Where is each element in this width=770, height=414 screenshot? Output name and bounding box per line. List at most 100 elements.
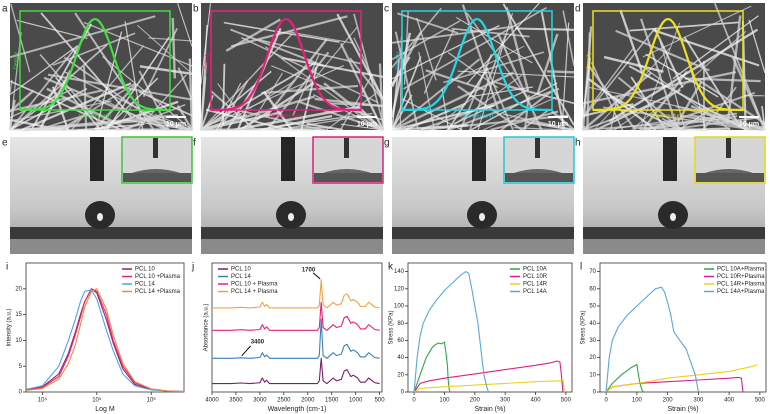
droplet-highlight (479, 213, 485, 221)
fiber (323, 82, 384, 131)
scale-bar-label: 10 μm (357, 121, 377, 128)
fiber (418, 51, 436, 131)
x-axis-label: Log M (95, 406, 115, 413)
inset-droplet (323, 169, 371, 173)
fiber (639, 22, 681, 131)
fiber (106, 36, 170, 131)
fiber (587, 77, 657, 131)
fiber (446, 74, 523, 131)
legend-label: PCL 10 +Plasma (135, 274, 181, 280)
fiber (120, 123, 141, 132)
axis-label: Density (13, 52, 19, 69)
fiber (686, 127, 731, 132)
annotation: 1700 (302, 267, 316, 273)
y-tick-label: 70 (589, 269, 596, 275)
legend-label: PCL 14A (523, 289, 547, 295)
fiber (619, 9, 644, 74)
panel-label: a (2, 4, 8, 15)
plot-frame (211, 262, 383, 393)
density-curve (402, 17, 552, 112)
inset-substrate (696, 173, 764, 182)
fiber (259, 114, 333, 132)
fiber (390, 31, 423, 87)
fiber (40, 12, 132, 118)
legend-label: PCL 14 (231, 274, 251, 280)
fiber (653, 27, 684, 88)
fiber (726, 15, 742, 124)
fiber (292, 54, 320, 116)
fiber (515, 27, 575, 31)
series-line (25, 288, 185, 393)
fiber (98, 31, 123, 119)
fiber (247, 72, 284, 131)
fiber (137, 24, 193, 75)
fiber (603, 55, 664, 73)
fiber (103, 77, 159, 131)
fiber (394, 31, 420, 131)
annotation-arrow (312, 272, 321, 280)
fiber (83, 66, 88, 131)
plot-frame (407, 262, 573, 393)
legend-label: PCL 14A+Plasma (717, 289, 765, 295)
fiber (761, 105, 766, 131)
x-tick-label: 1500 (325, 398, 339, 404)
needle (663, 137, 677, 181)
fiber (52, 32, 136, 66)
plot-frame (25, 262, 185, 393)
fiber (431, 97, 474, 131)
fiber (468, 35, 507, 131)
inset-needle (344, 138, 349, 158)
inset-needle (535, 138, 540, 158)
fiber (329, 102, 384, 107)
y-tick-label: 20 (15, 286, 22, 292)
x-axis-label: Wavelength (cm-1) (268, 406, 327, 413)
substrate-shadow (201, 239, 383, 254)
y-tick-label: 140 (394, 269, 405, 275)
inset-droplet (705, 169, 753, 173)
fiber (582, 57, 591, 116)
fiber (349, 57, 384, 101)
fiber (680, 114, 763, 132)
substrate-shadow (392, 239, 574, 254)
fiber (423, 28, 455, 94)
fiber (213, 80, 295, 131)
fiber (523, 95, 530, 131)
panel-label: d (575, 4, 581, 15)
legend-label: PCL 14 (135, 282, 155, 288)
x-tick-label: 0 (604, 398, 608, 404)
y-tick-label: 20 (397, 372, 404, 378)
y-tick-label: 80 (397, 321, 404, 327)
y-axis-label: Absorbance (a.u.) (204, 304, 210, 352)
droplet-highlight (97, 213, 103, 221)
y-axis-label: Stress (KPa) (389, 310, 395, 344)
series-line (212, 301, 380, 331)
fiber (230, 28, 324, 67)
fiber (582, 28, 656, 119)
fiber (391, 124, 468, 132)
fiber (261, 84, 359, 95)
fiber (135, 115, 193, 132)
droplet-highlight (288, 213, 294, 221)
x-tick-label: 500 (375, 398, 386, 404)
x-tick-label: 3500 (229, 398, 243, 404)
fiber (359, 84, 384, 131)
axis-label: Diameter (μm) (270, 113, 302, 119)
fiber (97, 128, 193, 131)
series-line (212, 279, 380, 309)
x-tick-label: 3000 (253, 398, 267, 404)
y-tick-label: 40 (397, 355, 404, 361)
scale-bar-label: 10 μm (166, 121, 186, 128)
substrate (201, 227, 383, 239)
fiber (451, 27, 530, 38)
fiber (282, 56, 384, 78)
inset-droplet (132, 169, 180, 173)
x-tick-label: 100 (632, 398, 643, 404)
substrate (392, 227, 574, 239)
fiber (629, 21, 739, 32)
x-tick-label: 300 (693, 398, 704, 404)
axis-label: Diameter (μm) (652, 113, 684, 119)
fiber (502, 113, 575, 131)
legend-label: PCL 14R (523, 282, 548, 288)
fiber (21, 82, 132, 132)
